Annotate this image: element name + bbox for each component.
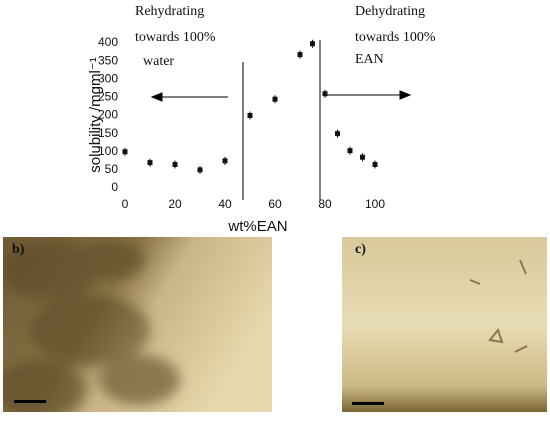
- point: [147, 160, 153, 166]
- point: [172, 161, 178, 167]
- x-tick-label: 0: [122, 197, 129, 211]
- x-axis-label: wt%EAN: [227, 218, 287, 235]
- point: [197, 167, 203, 173]
- x-tick-label: 40: [218, 197, 232, 211]
- micrograph-c: [342, 237, 547, 412]
- y-tick-label: 250: [98, 90, 118, 104]
- point: [322, 91, 328, 97]
- point: [122, 149, 128, 155]
- y-tick-label: 100: [98, 144, 118, 158]
- arrow: [150, 90, 412, 102]
- annotation: Rehydrating: [135, 4, 204, 19]
- point: [247, 113, 253, 118]
- annotation: water: [143, 54, 174, 69]
- y-tick-label: 0: [111, 180, 118, 194]
- annotation: towards 100%: [135, 30, 216, 45]
- y-axis-label: solubility /mgml⁻¹: [87, 57, 104, 172]
- point: [310, 41, 315, 47]
- y-tick-label: 400: [98, 35, 118, 49]
- y-tick-label: 50: [105, 162, 119, 176]
- point: [335, 131, 340, 137]
- x-tick-label: 60: [268, 197, 282, 211]
- point: [297, 52, 303, 58]
- annotation: EAN: [355, 52, 384, 67]
- y-tick-label: 200: [98, 108, 118, 122]
- micrograph-b: [3, 237, 272, 412]
- point: [222, 158, 228, 164]
- annotation: Dehydrating: [355, 4, 425, 19]
- point: [360, 154, 365, 160]
- panel-label: c): [355, 242, 366, 257]
- annotation: towards 100%: [355, 30, 436, 45]
- y-tick-label: 350: [98, 53, 118, 67]
- x-tick-label: 80: [318, 197, 332, 211]
- point: [272, 96, 278, 102]
- y-tick-label: 150: [98, 126, 118, 140]
- x-tick-label: 20: [168, 197, 182, 211]
- point: [372, 161, 378, 167]
- panel-label: b): [12, 242, 25, 257]
- x-tick-label: 100: [365, 197, 385, 211]
- y-tick-label: 300: [98, 71, 118, 85]
- point: [347, 148, 353, 154]
